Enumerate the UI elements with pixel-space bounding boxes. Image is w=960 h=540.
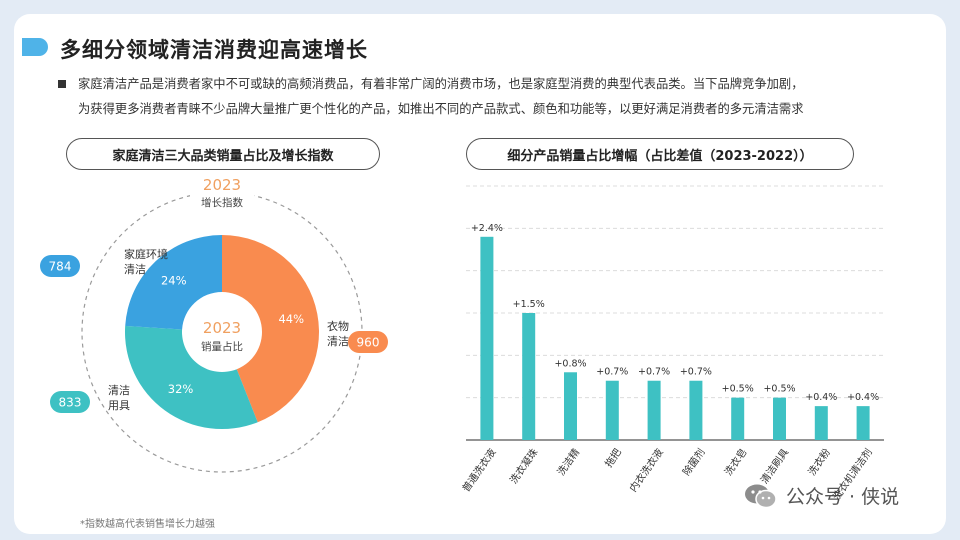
bar-data-label-4: +0.7% [638, 367, 670, 378]
donut-category-name-0-0: 衣物 [327, 319, 349, 333]
bar-5 [689, 380, 703, 440]
donut-slice-label-0: 44% [278, 312, 304, 326]
bar-9 [856, 406, 870, 440]
growth-index-value-1: 833 [59, 396, 82, 410]
x-tick-label-0: 普通洗衣液 [459, 446, 498, 494]
donut-slice-0 [222, 235, 320, 423]
donut-slice-label-1: 32% [168, 382, 194, 396]
bar-data-label-8: +0.4% [805, 392, 837, 403]
donut-center-text: 销量占比 [201, 340, 243, 353]
bar-data-label-6: +0.5% [722, 384, 754, 395]
donut-slice-label-2: 24% [161, 274, 187, 288]
bullet-icon [58, 80, 66, 88]
badge-bg-2 [40, 255, 80, 277]
bar-6 [731, 397, 745, 440]
bar-7 [773, 397, 786, 440]
ring-label-mask [190, 178, 254, 206]
title-accent-bar [22, 38, 48, 56]
bar-data-label-1: +1.5% [513, 299, 545, 310]
bar-data-label-2: +0.8% [554, 358, 586, 369]
watermark: 公众号 · 侠说 [744, 482, 899, 509]
bar-data-label-9: +0.4% [847, 392, 879, 403]
donut-category-name-1-1: 用具 [108, 399, 130, 412]
bar-4 [647, 380, 661, 440]
x-tick-label-3: 拖把 [602, 446, 624, 470]
growth-index-value-2: 784 [49, 260, 72, 274]
donut-hole [183, 293, 261, 371]
watermark-text: 公众号 · 侠说 [786, 486, 900, 508]
bar-2 [564, 372, 577, 440]
donut-category-name-0-1: 清洁 [327, 335, 349, 348]
bar-1 [522, 313, 536, 440]
growth-index-year: 2023 [203, 176, 241, 194]
donut-category-name-2-0: 家庭环境 [124, 247, 168, 261]
x-tick-label-7: 清洁刷具 [758, 446, 792, 486]
badge-bg-0 [348, 331, 388, 353]
growth-index-badge-2: 784 [40, 255, 80, 277]
x-tick-label-9: 洗衣机清洁剂 [830, 446, 875, 503]
badge-bg-1 [50, 391, 90, 413]
donut-center-year: 2023 [203, 319, 241, 337]
bar-data-label-0: +2.4% [471, 223, 503, 234]
donut-chart-title: 家庭清洁三大品类销量占比及增长指数 [66, 138, 380, 170]
bar-3 [605, 380, 619, 440]
bar-data-label-5: +0.7% [680, 367, 712, 378]
x-tick-label-5: 除菌剂 [680, 446, 708, 478]
bar-0 [480, 236, 494, 440]
chat-bubbles-icon [744, 483, 778, 509]
bar-data-label-7: +0.5% [763, 384, 795, 395]
bar-8 [814, 406, 828, 440]
footnote: *指数越高代表销售增长力越强 [80, 519, 215, 530]
x-tick-label-4: 内衣洗衣液 [626, 446, 665, 494]
donut-slice-1 [125, 325, 258, 430]
x-tick-label-6: 洗衣皂 [722, 446, 750, 478]
growth-index-value-0: 960 [357, 336, 380, 350]
growth-index-badge-0: 960 [348, 331, 388, 353]
x-tick-label-1: 洗衣凝珠 [507, 446, 541, 486]
intro-paragraph: 家庭清洁产品是消费者家中不可或缺的高频消费品，有着非常广阔的消费市场，也是家庭型… [78, 72, 918, 122]
donut-slice-2 [125, 235, 222, 330]
intro-line-2: 为获得更多消费者青睐不少品牌大量推广更个性化的产品，如推出不同的产品款式、颜色和… [78, 102, 804, 116]
x-tick-label-2: 洗洁精 [554, 446, 582, 478]
intro-line-1: 家庭清洁产品是消费者家中不可或缺的高频消费品，有着非常广阔的消费市场，也是家庭型… [78, 77, 804, 91]
bar-data-label-3: +0.7% [596, 367, 628, 378]
growth-index-text: 增长指数 [201, 196, 243, 209]
donut-category-name-2-1: 清洁 [124, 263, 146, 276]
donut-category-name-1-0: 清洁 [108, 384, 130, 397]
growth-index-badge-1: 833 [50, 391, 90, 413]
page-title: 多细分领域清洁消费迎高速增长 [60, 38, 368, 62]
bar-chart-title: 细分产品销量占比增幅（占比差值（2023-2022）） [466, 138, 854, 170]
x-tick-label-8: 洗衣粉 [805, 446, 833, 478]
